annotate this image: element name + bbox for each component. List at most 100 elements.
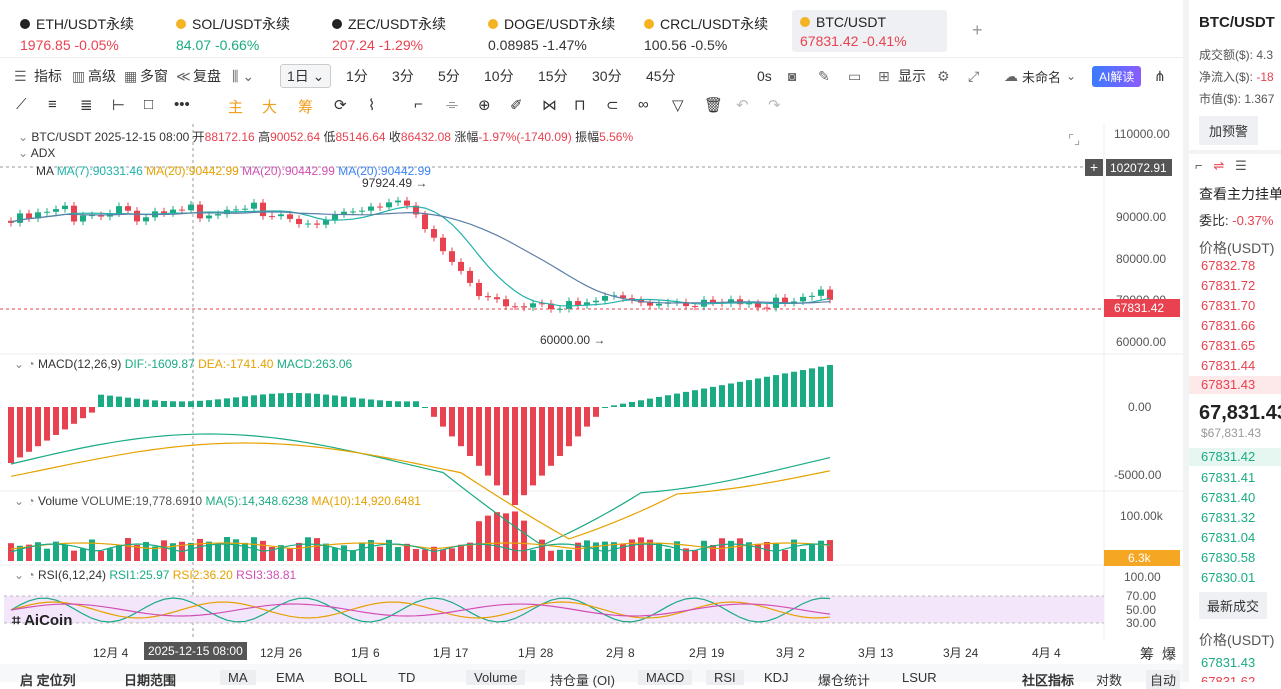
chart-area[interactable]: ⌄ BTC/USDT 2025-12-15 08:00 开88172.16 高9… xyxy=(0,124,1183,664)
interval-1d[interactable]: 1日 ⌄ xyxy=(280,64,332,88)
date-range-button[interactable]: 日期范围 xyxy=(124,673,177,688)
rect-tool-icon[interactable]: □ xyxy=(144,96,154,113)
bid-price[interactable]: 67831.04 xyxy=(1201,530,1256,545)
line-tool-icon[interactable]: ⟋ xyxy=(16,96,27,113)
multi-window-button[interactable]: 多窗 xyxy=(140,68,168,84)
hline-tool-icon[interactable]: ⊢ xyxy=(112,97,126,114)
ticker-tab-crcl[interactable]: CRCL/USDT永续 100.56 -0.5% xyxy=(644,16,769,53)
zero-s-button[interactable]: 0s xyxy=(757,68,772,84)
indicator-oi[interactable]: 持仓量 (OI) xyxy=(550,673,615,688)
ask-price[interactable]: 67832.78 xyxy=(1201,258,1256,273)
indicator-ema[interactable]: EMA xyxy=(276,670,305,685)
indicator-liquidation[interactable]: 爆仓统计 xyxy=(818,673,871,688)
ask-price[interactable]: 67831.72 xyxy=(1201,278,1256,293)
collapse-icon[interactable]: ⌄ xyxy=(18,130,29,144)
camera-icon[interactable]: ◙ xyxy=(788,68,797,84)
interval-5m[interactable]: 5分 xyxy=(438,68,460,84)
ai-interpret-button[interactable]: AI解读 xyxy=(1092,66,1142,87)
interval-30m[interactable]: 30分 xyxy=(592,68,622,84)
layout-chevron-icon[interactable]: ⌄ xyxy=(1066,69,1077,83)
ruler-icon[interactable]: ⌯ xyxy=(446,96,459,113)
indicator-icon[interactable]: ☰ xyxy=(14,67,27,84)
add-alert-button[interactable]: 加预警 xyxy=(1199,116,1259,145)
expand-icon[interactable]: ⌜⌟ xyxy=(1068,132,1081,147)
ticker-tab-btc[interactable]: BTC/USDT 67831.42 -0.41% xyxy=(792,10,947,52)
bid-price[interactable]: 67831.40 xyxy=(1201,490,1256,505)
chip-toggle[interactable]: 筹 xyxy=(1140,646,1154,662)
hlines-tool-icon[interactable]: ≡ xyxy=(48,96,57,113)
view-main-orders[interactable]: 查看主力挂单 xyxy=(1199,186,1281,202)
indicator-boll[interactable]: BOLL xyxy=(334,670,368,685)
ask-price[interactable]: 67831.44 xyxy=(1201,358,1256,373)
advanced-button[interactable]: 高级 xyxy=(88,68,116,84)
orderbook-mode-icons[interactable]: ⌐ ⇌ ☰ xyxy=(1195,158,1247,173)
bid-price[interactable]: 67830.01 xyxy=(1201,570,1256,585)
bid-price[interactable]: 67830.58 xyxy=(1201,550,1256,565)
bid-price[interactable]: 67831.41 xyxy=(1201,470,1256,485)
indicator-volume[interactable]: Volume xyxy=(466,670,526,685)
ticker-tab-sol[interactable]: SOL/USDT永续 84.07 -0.66% xyxy=(176,16,291,53)
auto-scale-button[interactable]: 自动 xyxy=(1146,670,1181,689)
locate-column-button[interactable]: 启 定位列 xyxy=(20,673,76,688)
price-tick: 90000.00 xyxy=(1116,210,1167,224)
fullscreen-icon[interactable]: ⤢ xyxy=(968,67,980,84)
indicator-td[interactable]: TD xyxy=(398,670,416,685)
big-order-button[interactable]: 大 xyxy=(262,99,278,116)
filter-icon[interactable]: ▽ xyxy=(672,97,684,114)
latest-trades-button[interactable]: 最新成交 xyxy=(1199,592,1268,619)
settings-icon[interactable]: ⚙ xyxy=(937,67,950,84)
main-force-button[interactable]: 主 xyxy=(228,99,244,116)
share-icon[interactable]: ⋔ xyxy=(1154,67,1166,84)
note-icon[interactable]: ▭ xyxy=(848,67,862,84)
volume-bar xyxy=(44,548,50,561)
more-tools-icon[interactable]: ••• xyxy=(174,96,190,113)
chart-svg[interactable] xyxy=(0,124,1183,664)
chart-type-icon[interactable]: ⫼ ⌄ xyxy=(232,67,255,84)
ticker-tab-zec[interactable]: ZEC/USDT永续 207.24 -1.29% xyxy=(332,16,446,53)
ask-price[interactable]: 67831.66 xyxy=(1201,318,1256,333)
bid-price[interactable]: 67831.42 xyxy=(1189,448,1281,466)
display-button[interactable]: 显示 xyxy=(898,68,926,84)
lock-icon[interactable]: ⊓ xyxy=(574,97,586,114)
community-indicators-button[interactable]: 社区指标 xyxy=(1022,673,1075,688)
interval-1m[interactable]: 1分 xyxy=(346,68,368,84)
ask-price[interactable]: 67831.65 xyxy=(1201,338,1256,353)
indicator-lsur[interactable]: LSUR xyxy=(902,670,937,685)
text-tool-icon[interactable]: ⌐ xyxy=(414,96,423,113)
crosshair-add-button[interactable]: + xyxy=(1085,159,1103,176)
link-icon[interactable]: ∞ xyxy=(638,96,649,113)
add-tab-button[interactable]: + xyxy=(972,20,983,40)
parallel-tool-icon[interactable]: ≣ xyxy=(80,97,93,114)
ticker-tab-doge[interactable]: DOGE/USDT永续 0.08985 -1.47% xyxy=(488,16,616,53)
pattern-icon[interactable]: ⋈ xyxy=(542,97,557,114)
ask-price[interactable]: 67831.70 xyxy=(1201,298,1256,313)
interval-15m[interactable]: 15分 xyxy=(538,68,568,84)
brush-icon[interactable]: ✐ xyxy=(510,97,523,114)
bid-price[interactable]: 67831.32 xyxy=(1201,510,1256,525)
undo-icon[interactable]: ↶ xyxy=(736,97,749,114)
candle-body xyxy=(62,205,68,210)
interval-45m[interactable]: 45分 xyxy=(646,68,676,84)
layout-name-button[interactable]: 未命名 xyxy=(1022,69,1062,85)
ask-price[interactable]: 67831.43 xyxy=(1189,376,1281,394)
chip-button[interactable]: 筹 xyxy=(298,99,314,116)
liquidation-toggle[interactable]: 爆 xyxy=(1162,646,1176,662)
adx-label[interactable]: ⌄ ADX xyxy=(18,146,56,160)
indicator-kdj[interactable]: KDJ xyxy=(764,670,789,685)
zoom-in-icon[interactable]: ⊕ xyxy=(478,97,491,114)
log-scale-button[interactable]: 对数 xyxy=(1096,673,1123,688)
trash-icon[interactable]: 🗑 xyxy=(704,97,724,114)
indicator-macd[interactable]: MACD xyxy=(638,670,693,685)
interval-3m[interactable]: 3分 xyxy=(392,68,414,84)
ticker-tab-eth[interactable]: ETH/USDT永续 1976.85 -0.05% xyxy=(20,16,134,53)
indicator-ma[interactable]: MA xyxy=(220,670,256,685)
redo-icon[interactable]: ↷ xyxy=(768,97,781,114)
measure-icon[interactable]: ⌇ xyxy=(368,97,376,114)
sync-icon[interactable]: ⟳ xyxy=(334,97,347,114)
magnet-icon[interactable]: ⊂ xyxy=(606,97,619,114)
indicators-button[interactable]: 指标 xyxy=(34,68,62,84)
indicator-rsi[interactable]: RSI xyxy=(706,670,744,685)
replay-button[interactable]: 复盘 xyxy=(193,68,221,84)
pen-icon[interactable]: ✎ xyxy=(818,67,830,84)
interval-10m[interactable]: 10分 xyxy=(484,68,514,84)
